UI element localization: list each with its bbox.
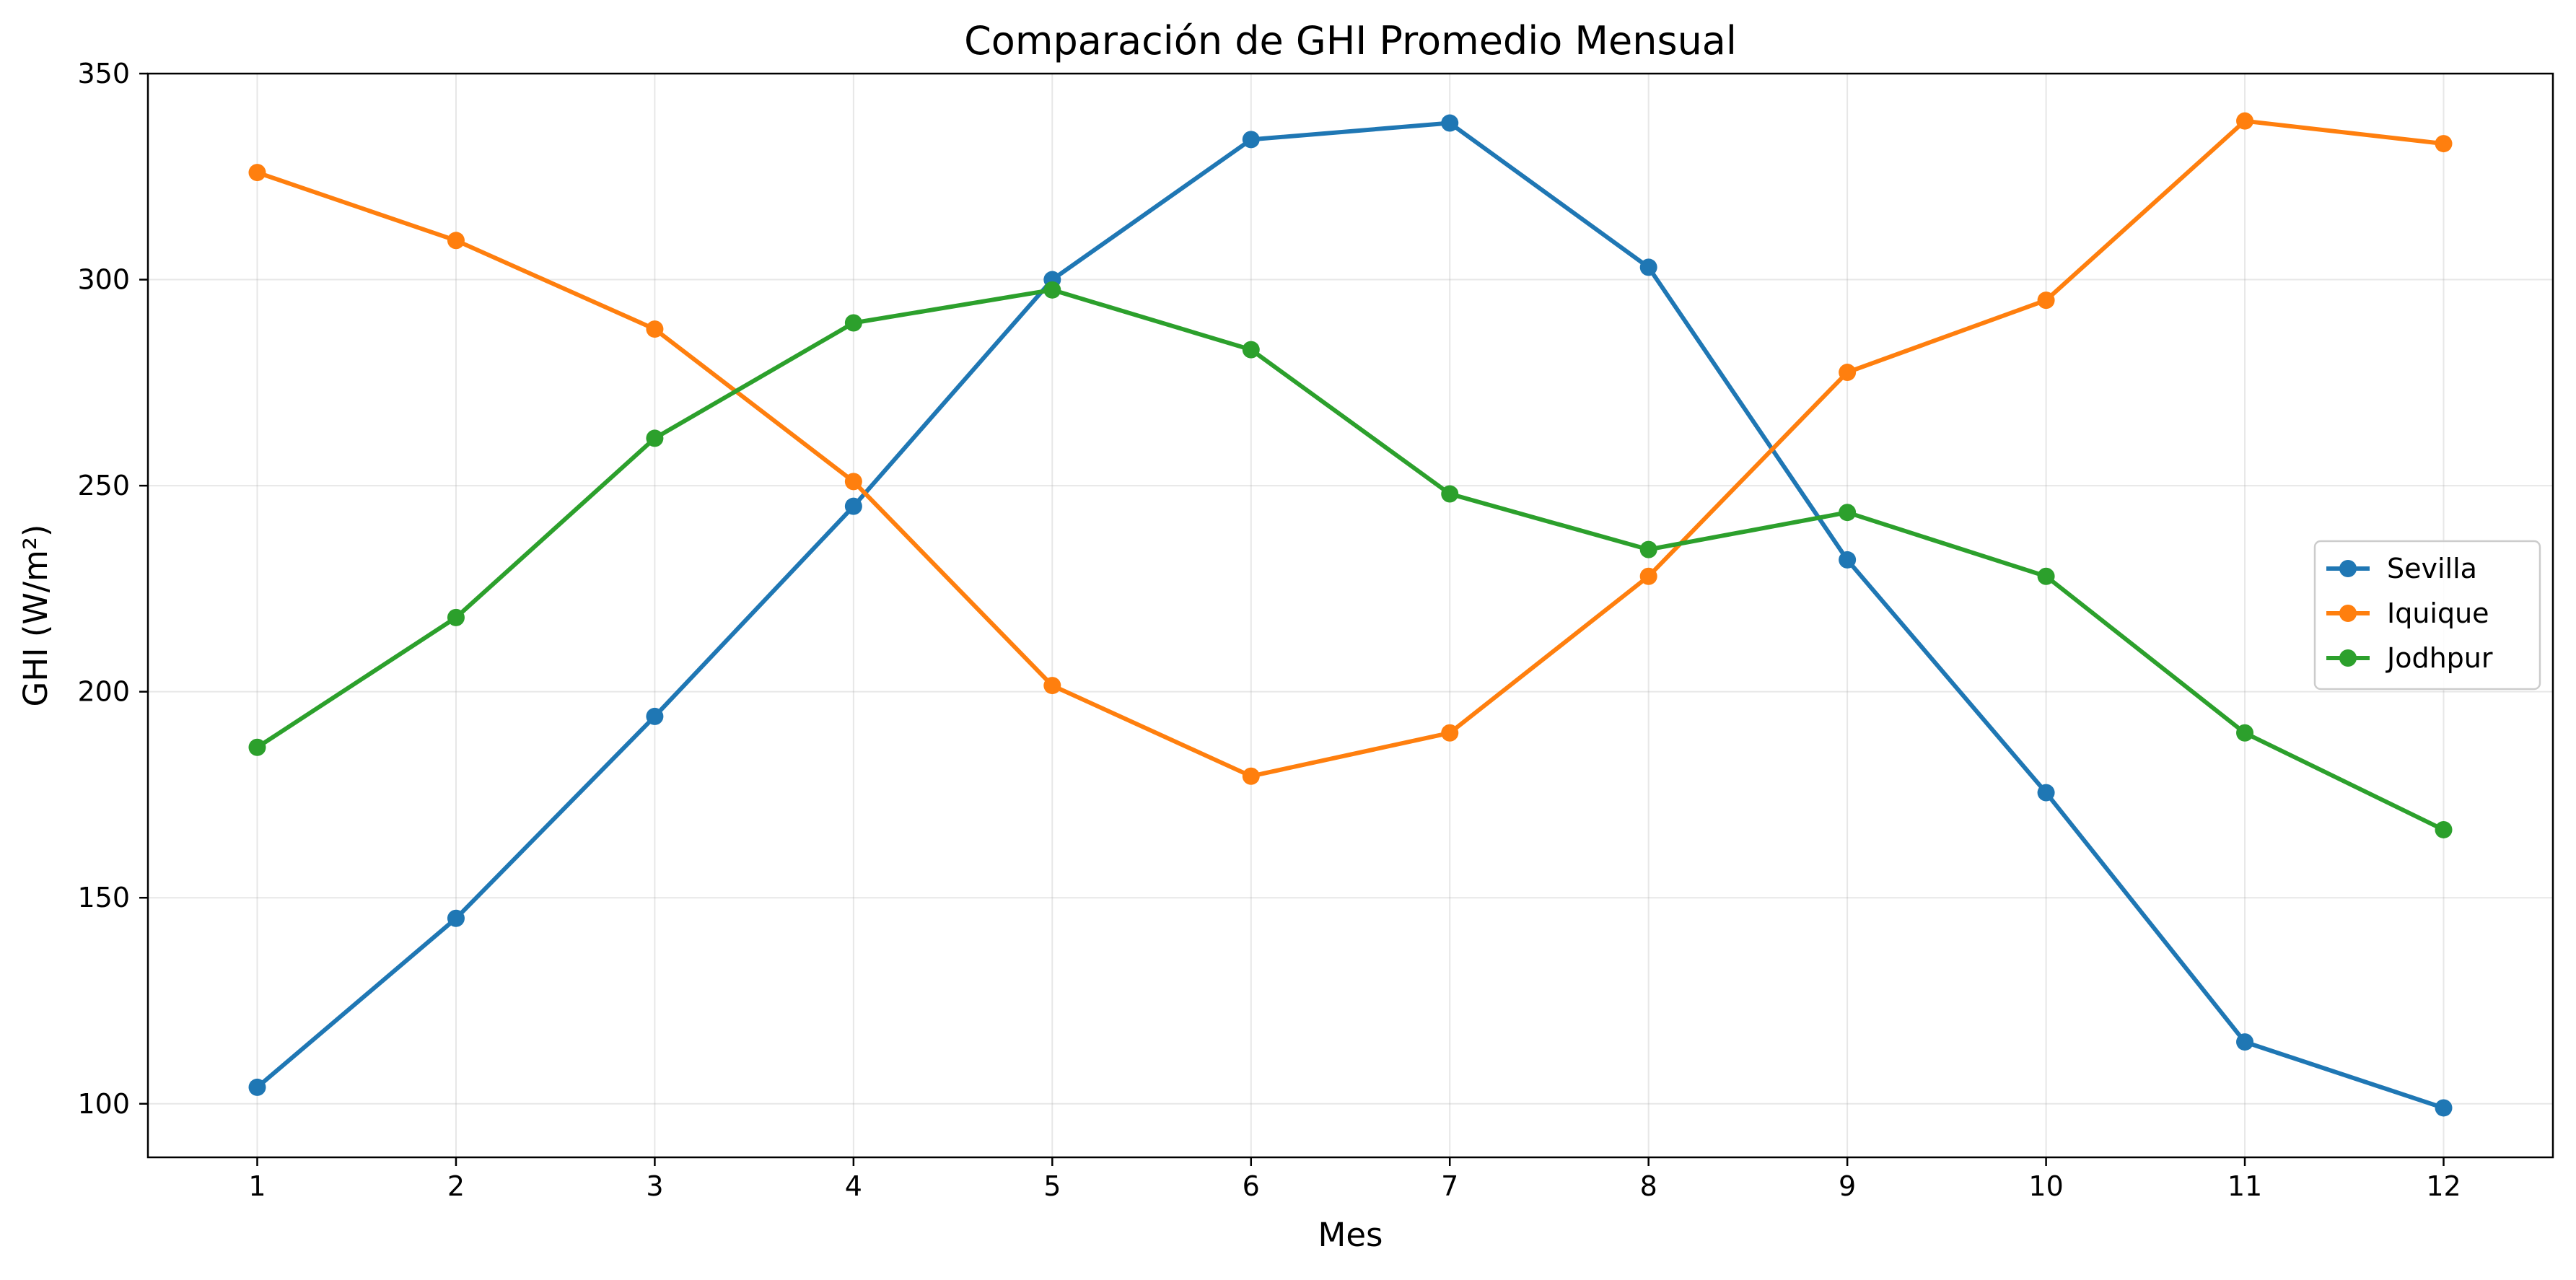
data-point [1639,258,1657,276]
series-jodhpur [248,281,2453,838]
data-point [2236,724,2254,742]
data-point [1242,341,1260,359]
data-point [1839,504,1857,522]
legend-swatch-marker [2339,649,2357,667]
data-point [844,473,862,491]
data-point [2037,784,2055,802]
legend-swatch-marker [2339,560,2357,577]
data-point [248,1078,266,1096]
data-point [2435,1099,2453,1117]
legend-swatch-marker [2339,605,2357,622]
data-point [1441,114,1459,132]
data-point [2236,1033,2254,1051]
y-tick-label: 150 [77,882,130,913]
x-tick-label: 11 [2227,1170,2262,1202]
data-point [447,608,465,626]
legend-label: Sevilla [2387,553,2477,584]
plot-frame [146,72,2554,1159]
series-line [255,120,2446,1110]
data-point [2435,820,2453,838]
legend-box [2313,540,2541,691]
y-tick-label: 250 [77,470,130,501]
y-tick-label: 300 [77,264,130,296]
data-point [1839,551,1857,569]
x-tick-label: 12 [2426,1170,2461,1202]
x-tick-label: 1 [248,1170,266,1202]
data-point [844,497,862,515]
data-point [1242,131,1260,149]
data-point [1043,281,1061,299]
legend-label: Jodhpur [2386,642,2493,674]
x-tick-label: 6 [1243,1170,1260,1202]
legend-item-iquique: Iquique [2326,597,2489,629]
y-tick-label: 200 [77,676,130,708]
y-axis-label: GHI (W/m²) [17,525,55,707]
x-tick-label: 10 [2028,1170,2063,1202]
data-point [1639,567,1657,585]
y-tick-label: 100 [77,1088,130,1120]
data-point [2435,135,2453,153]
data-point [1639,540,1657,558]
x-tick-label: 9 [1839,1170,1856,1202]
series-line [255,118,2446,779]
legend-item-jodhpur: Jodhpur [2326,642,2493,674]
x-tick-label: 3 [646,1170,663,1202]
series-line [255,287,2446,832]
data-point [2037,291,2055,310]
x-tick-label: 8 [1640,1170,1657,1202]
data-point [646,320,664,338]
legend-item-sevilla: Sevilla [2326,553,2477,584]
series-iquique [248,112,2453,785]
x-tick-label: 7 [1441,1170,1458,1202]
x-tick-label: 2 [447,1170,465,1202]
data-point [1441,724,1459,742]
data-point [1441,485,1459,503]
y-tick-label: 350 [77,58,130,89]
legend-label: Iquique [2387,597,2489,629]
data-point [1839,364,1857,382]
data-point [844,314,862,332]
series-sevilla [248,114,2453,1117]
data-point [248,164,266,182]
data-point [447,232,465,250]
data-point [646,707,664,725]
data-point [447,909,465,927]
data-point [2236,112,2254,130]
x-axis-label: Mes [1318,1216,1383,1254]
data-series [248,112,2453,1117]
data-point [2037,567,2055,585]
x-tick-label: 4 [845,1170,862,1202]
chart-title: Comparación de GHI Promedio Mensual [964,18,1737,63]
data-point [1043,677,1061,695]
data-point [1242,767,1260,785]
data-point [646,429,664,447]
data-point [248,738,266,756]
legend: Sevilla Iquique Jodhpur [2313,540,2541,691]
x-tick-label: 5 [1043,1170,1061,1202]
